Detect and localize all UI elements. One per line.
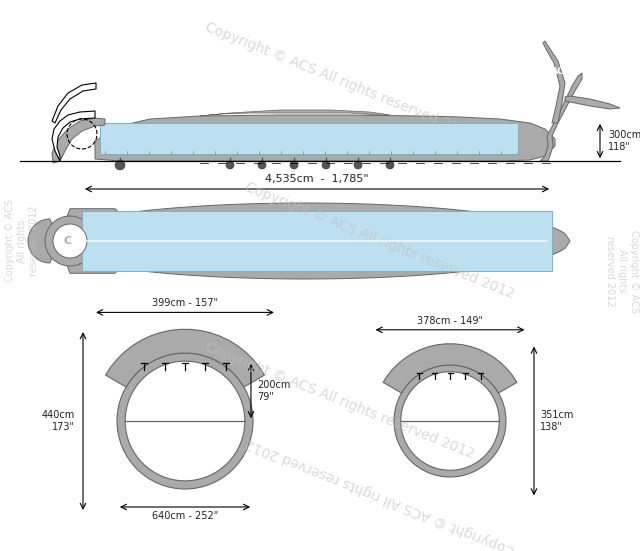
Text: 378cm - 149": 378cm - 149"	[417, 316, 483, 326]
Circle shape	[53, 224, 87, 258]
Polygon shape	[100, 123, 518, 154]
Polygon shape	[52, 111, 95, 161]
Text: ACS©: ACS©	[552, 67, 580, 75]
Polygon shape	[565, 96, 620, 109]
Text: 640cm - 252": 640cm - 252"	[152, 511, 218, 521]
Circle shape	[115, 160, 125, 170]
Text: Copyright © ACS All rights reserved 2012: Copyright © ACS All rights reserved 2012	[204, 20, 477, 142]
Polygon shape	[52, 83, 96, 123]
Text: 300cm
118": 300cm 118"	[608, 130, 640, 152]
Polygon shape	[106, 329, 264, 387]
Polygon shape	[540, 73, 582, 161]
Text: Copyright © ACS All rights reserved 2012: Copyright © ACS All rights reserved 2012	[243, 435, 516, 551]
Polygon shape	[95, 115, 555, 161]
Text: 399cm - 157": 399cm - 157"	[152, 299, 218, 309]
Text: 200cm
79": 200cm 79"	[257, 380, 291, 402]
Circle shape	[394, 365, 506, 477]
Text: C: C	[64, 236, 72, 246]
Circle shape	[401, 372, 499, 471]
Circle shape	[322, 161, 330, 169]
Text: 440cm
173": 440cm 173"	[42, 410, 75, 432]
Text: Copyright © ACS All rights reserved 2012: Copyright © ACS All rights reserved 2012	[204, 341, 477, 462]
Polygon shape	[28, 203, 570, 279]
Circle shape	[354, 161, 362, 169]
Polygon shape	[543, 41, 565, 123]
Text: Copyright © ACS
All rights
reserved 2012: Copyright © ACS All rights reserved 2012	[605, 230, 639, 312]
Circle shape	[117, 353, 253, 489]
Text: 4,535cm  -  1,785": 4,535cm - 1,785"	[265, 174, 369, 184]
Polygon shape	[82, 211, 552, 271]
Polygon shape	[200, 110, 390, 116]
Polygon shape	[52, 118, 105, 163]
Text: Copyright © ACS
All rights
reserved 2012: Copyright © ACS All rights reserved 2012	[5, 199, 38, 283]
Polygon shape	[383, 344, 517, 393]
Text: Copyright © ACS All rights reserved 2012: Copyright © ACS All rights reserved 2012	[243, 180, 516, 301]
Circle shape	[386, 161, 394, 169]
Circle shape	[258, 161, 266, 169]
Circle shape	[45, 216, 95, 266]
Circle shape	[226, 161, 234, 169]
Circle shape	[290, 161, 298, 169]
Circle shape	[125, 361, 245, 481]
Text: 351cm
138": 351cm 138"	[540, 410, 573, 432]
